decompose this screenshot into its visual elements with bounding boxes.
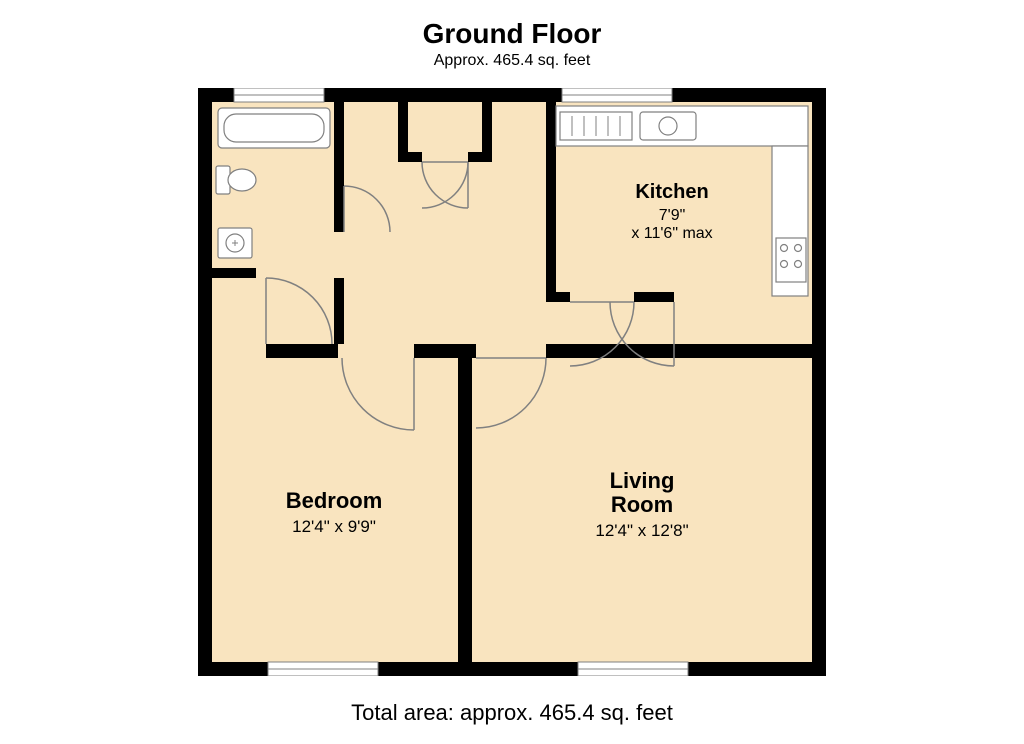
svg-text:Kitchen: Kitchen bbox=[635, 181, 708, 203]
svg-text:7'9": 7'9" bbox=[659, 207, 686, 224]
page-title: Ground Floor bbox=[0, 18, 1024, 50]
floorplan-page: Ground Floor Approx. 465.4 sq. feet Kitc… bbox=[0, 0, 1024, 744]
svg-text:Room: Room bbox=[611, 492, 673, 517]
svg-text:Bedroom: Bedroom bbox=[286, 488, 383, 513]
svg-text:Living: Living bbox=[610, 468, 675, 493]
page-subtitle: Approx. 465.4 sq. feet bbox=[0, 52, 1024, 70]
page-footer: Total area: approx. 465.4 sq. feet bbox=[0, 700, 1024, 726]
svg-text:12'4" x 12'8": 12'4" x 12'8" bbox=[595, 521, 688, 540]
floorplan-svg: Kitchen 7'9"x 11'6" max Bedroom 12'4" x 9'9… bbox=[198, 88, 826, 676]
svg-text:x 11'6" max: x 11'6" max bbox=[631, 225, 712, 242]
svg-text:12'4" x 9'9": 12'4" x 9'9" bbox=[292, 517, 376, 536]
